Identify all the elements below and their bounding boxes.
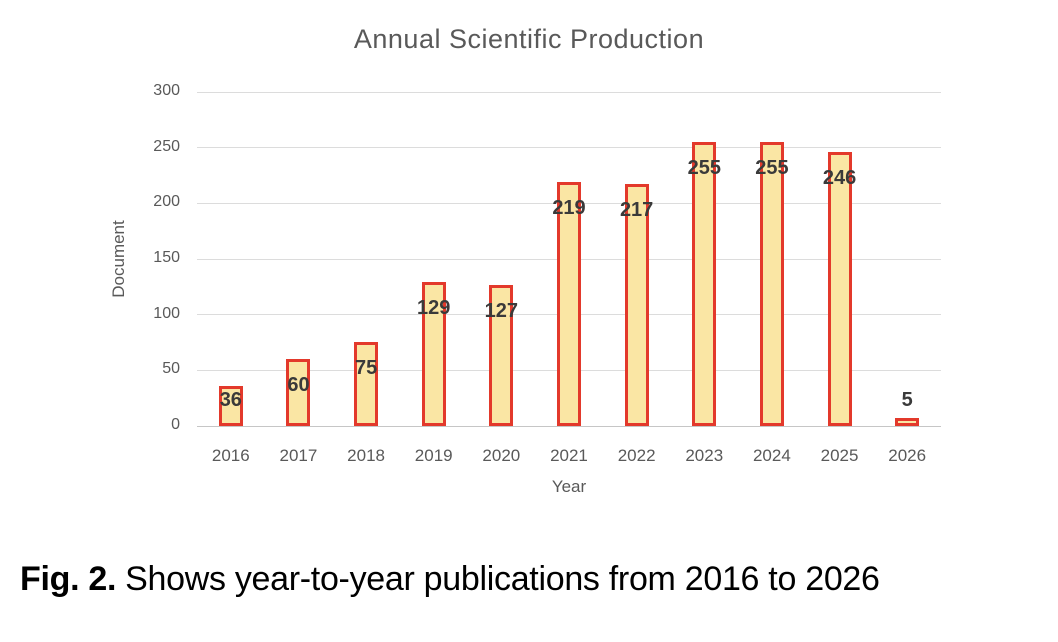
x-tick-label: 2019: [414, 446, 453, 465]
bar: [286, 359, 311, 426]
x-tick-label: 2018: [347, 446, 385, 465]
bar: [827, 152, 852, 426]
x-axis-label: Year: [551, 477, 587, 496]
y-tick-label: 300: [153, 82, 180, 99]
bar-value-label: 129: [417, 297, 451, 319]
bar-value-label: 219: [552, 197, 586, 219]
bar: [895, 418, 920, 426]
bar: [759, 142, 784, 426]
y-tick-label: 0: [171, 416, 180, 433]
gridline: [197, 91, 941, 93]
bar: [218, 386, 243, 426]
bar-value-label: 5: [901, 389, 913, 411]
bar-value-label: 75: [354, 357, 378, 379]
figure-caption-label: Fig. 2.: [20, 560, 117, 598]
x-tick-label: 2016: [211, 446, 250, 465]
bar-value-label: 127: [484, 300, 519, 322]
x-axis-line: [197, 425, 941, 427]
x-tick-label: 2026: [888, 446, 927, 465]
y-tick-label: 50: [162, 360, 180, 378]
x-tick-label: 2020: [482, 446, 521, 465]
bar-value-label: 246: [822, 167, 857, 189]
bar-value-label: 36: [219, 389, 242, 411]
x-tick-label: 2024: [752, 446, 791, 465]
bar-value-label: 217: [619, 199, 654, 221]
y-tick-label: 150: [153, 249, 180, 266]
bar: [354, 342, 379, 426]
y-tick-label: 250: [153, 137, 180, 155]
annual-scientific-production-chart: Annual Scientific Production Document 0 5…: [109, 24, 941, 496]
x-tick-label: 2022: [617, 446, 656, 465]
y-tick-label: 100: [153, 304, 180, 322]
x-tick-label: 2021: [550, 446, 588, 465]
figure-caption: Fig. 2. Shows year-to-year publications f…: [20, 560, 1040, 599]
bar: [421, 282, 446, 426]
gridline: [197, 147, 941, 149]
y-tick-label: 200: [153, 193, 180, 211]
chart-title: Annual Scientific Production: [353, 24, 705, 54]
bar: [489, 285, 514, 426]
bar: [557, 182, 581, 426]
y-axis-label-text: Document: [109, 220, 128, 298]
figure-caption-text: Shows year-to-year publications from 201…: [125, 560, 880, 598]
bar: [624, 184, 649, 426]
bar: [692, 142, 717, 426]
bar-value-label: 60: [287, 374, 310, 396]
bar-value-label: 255: [687, 157, 721, 179]
bar-value-label: 255: [755, 157, 789, 179]
x-tick-label: 2025: [820, 446, 859, 465]
x-tick-label: 2023: [685, 446, 724, 465]
x-tick-label: 2017: [279, 446, 318, 465]
